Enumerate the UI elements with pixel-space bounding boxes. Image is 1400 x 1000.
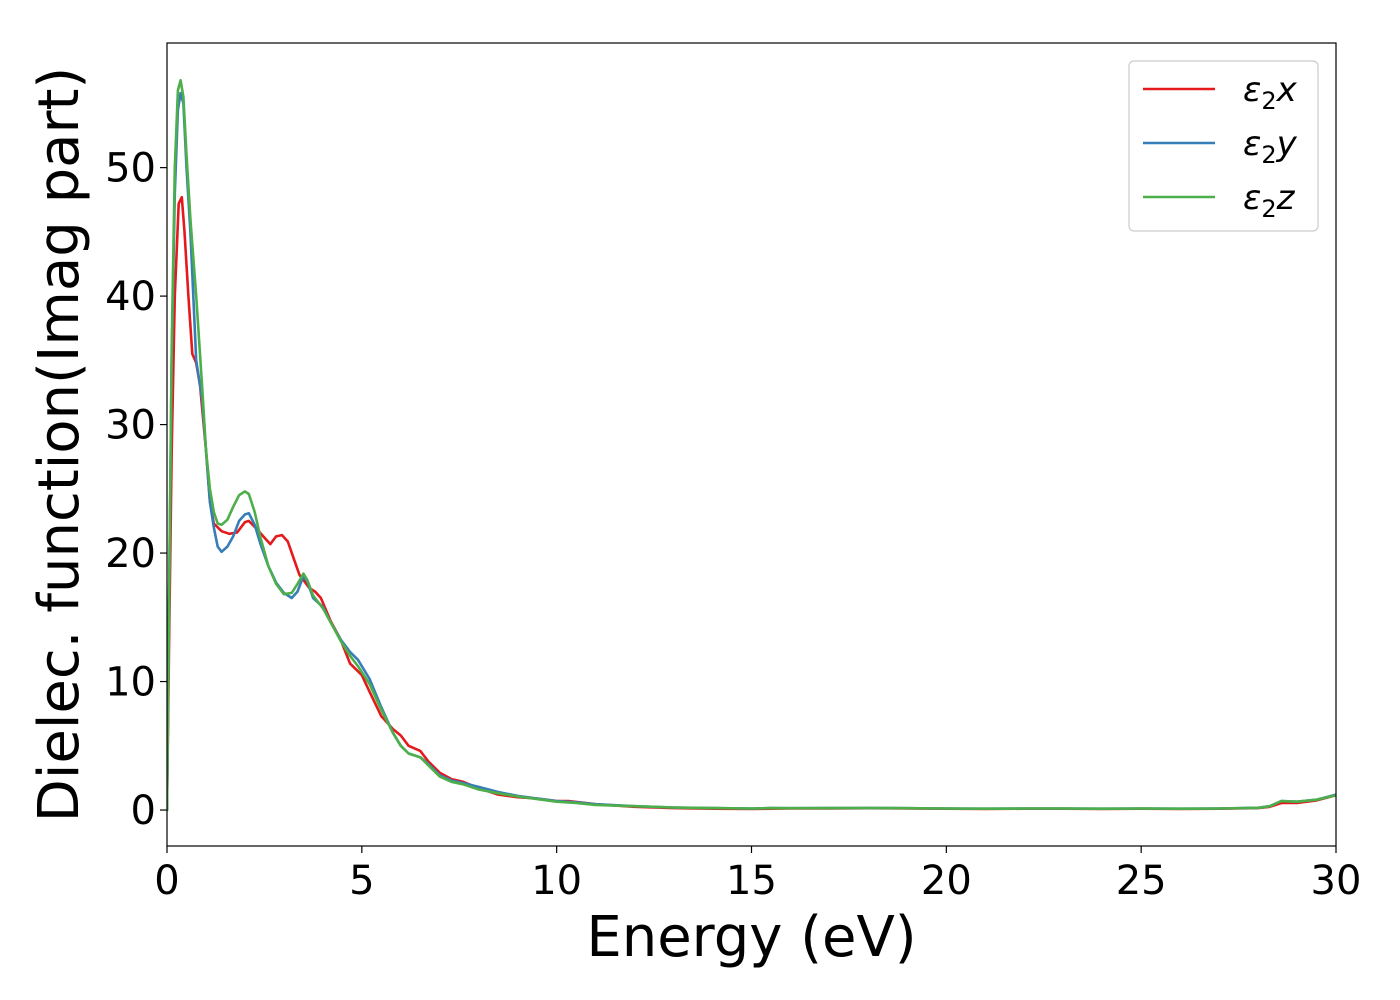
legend-label: ε2x: [1243, 70, 1298, 115]
y-tick-label: 40: [105, 274, 156, 320]
x-tick-label: 0: [154, 858, 179, 904]
y-tick-label: 0: [131, 788, 156, 834]
x-tick-label: 10: [531, 858, 582, 904]
legend-label: ε2z: [1243, 178, 1296, 223]
plot-lines: [167, 79, 1336, 812]
series-line-z: [167, 79, 1336, 812]
x-tick-label: 20: [921, 858, 972, 904]
x-tick-label: 5: [349, 858, 374, 904]
legend: ε2x ε2y ε2z: [1128, 60, 1319, 232]
y-axis-label: Dielec. function(Imag part): [27, 67, 92, 823]
y-tick-label: 10: [105, 660, 156, 706]
x-tick-label: 25: [1116, 858, 1167, 904]
y-tick-label: 20: [105, 531, 156, 577]
x-axis-ticks: 0 5 10 15 20 25 30: [154, 846, 1361, 904]
legend-box: [1128, 60, 1319, 232]
legend-label: ε2y: [1243, 124, 1298, 169]
y-tick-label: 50: [105, 146, 156, 192]
x-tick-label: 30: [1311, 858, 1362, 904]
y-axis-ticks: 0 10 20 30 40 50: [105, 146, 167, 834]
y-tick-label: 30: [105, 403, 156, 449]
x-axis-label: Energy (eV): [586, 905, 916, 970]
x-tick-label: 15: [726, 858, 777, 904]
series-line-x: [167, 195, 1336, 812]
